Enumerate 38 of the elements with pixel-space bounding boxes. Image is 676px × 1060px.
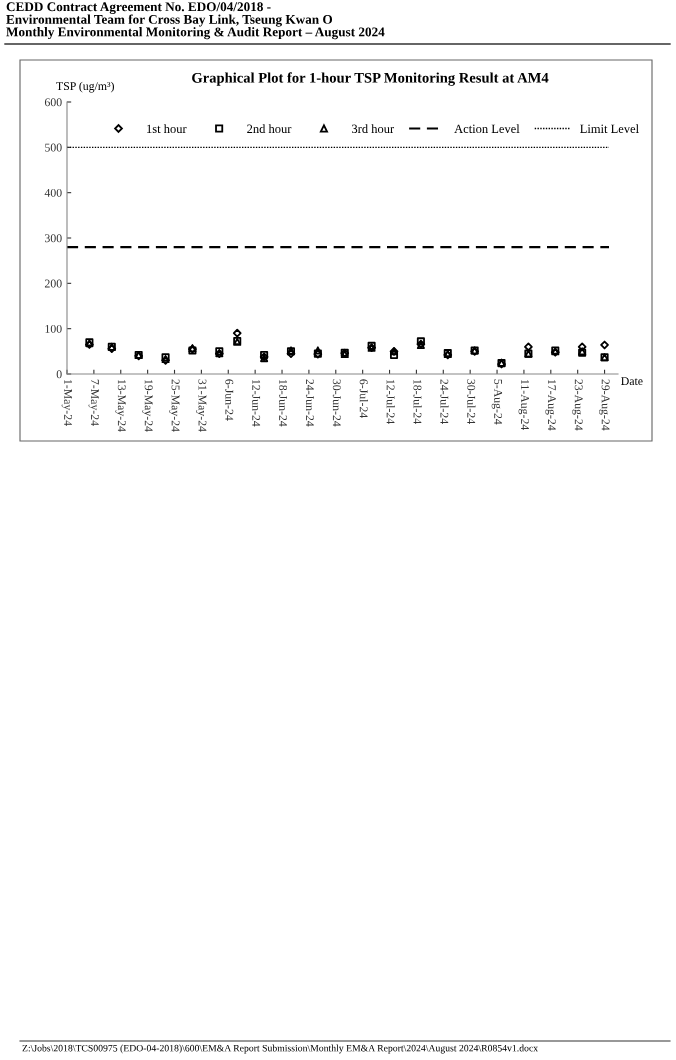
y-tick-label: 300 bbox=[45, 234, 62, 243]
text: Z:\Jobs\2018\TCS00975 (EDO-04-2018)\600\EM&A Report Submission\Monthly EM&A Report\2024\August 2024\R0854v1.docx bbox=[22, 1044, 538, 1054]
x-axis-title: Date bbox=[621, 377, 643, 386]
x-tick-label: 5-Aug-24 bbox=[491, 379, 503, 425]
chart-title: Graphical Plot for 1-hour TSP Monitoring Result at AM4 bbox=[192, 72, 549, 86]
x-tick-label: 6-Jul-24 bbox=[359, 379, 369, 419]
y-tick-label: 200 bbox=[44, 279, 62, 288]
x-tick-label: 17-Aug-24 bbox=[545, 379, 556, 431]
y-tick-label: 100 bbox=[45, 324, 62, 333]
y-tick-label: 600 bbox=[44, 98, 62, 107]
y-tick-label: 500 bbox=[45, 143, 62, 152]
legend-label: 1st hour bbox=[147, 124, 187, 133]
x-tick-label: 11-Aug-24 bbox=[518, 379, 529, 431]
x-tick-label: 30-Jul-24 bbox=[467, 379, 476, 424]
x-tick-label: 29-Aug-24 bbox=[599, 379, 610, 431]
legend-label: 2nd hour bbox=[247, 124, 292, 133]
x-tick-label: 6-Jun-24 bbox=[225, 379, 234, 421]
y-axis-title: TSP (ug/m³) bbox=[56, 81, 114, 93]
x-tick-label: 31-May-24 bbox=[196, 379, 207, 432]
x-tick-label: 1-May-24 bbox=[61, 379, 73, 426]
x-tick-label: 18-Jul-24 bbox=[413, 379, 422, 424]
legend-label: 3rd hour bbox=[352, 124, 395, 133]
x-tick-label: 24-Jun-24 bbox=[305, 379, 314, 427]
x-tick-label: 24-Jul-24 bbox=[440, 379, 449, 424]
x-tick-label: 13-May-24 bbox=[115, 379, 126, 432]
x-tick-label: 12-Jun-24 bbox=[252, 379, 261, 427]
x-tick-label: 18-Jun-24 bbox=[279, 379, 288, 427]
text: CEDD Contract Agreement No. EDO/04/2018 - Environmental Team for Cross Bay Link, Tseung Kwan O Monthly Environmental Monitoring & Audit Report – August 2024 bbox=[6, 2, 385, 40]
x-tick-label: 12-Jul-24 bbox=[386, 379, 395, 424]
x-tick-label: 19-May-24 bbox=[142, 379, 153, 432]
legend-label: Action Level bbox=[454, 124, 520, 133]
y-tick-label: 0 bbox=[56, 370, 62, 379]
x-tick-label: 7-May-24 bbox=[88, 379, 99, 426]
x-tick-label: 30-Jun-24 bbox=[332, 379, 341, 427]
x-tick-label: 23-Aug-24 bbox=[572, 379, 583, 431]
x-tick-label: 25-May-24 bbox=[169, 379, 180, 432]
y-tick-label: 400 bbox=[44, 188, 62, 197]
legend-label: Limit Level bbox=[580, 124, 639, 133]
